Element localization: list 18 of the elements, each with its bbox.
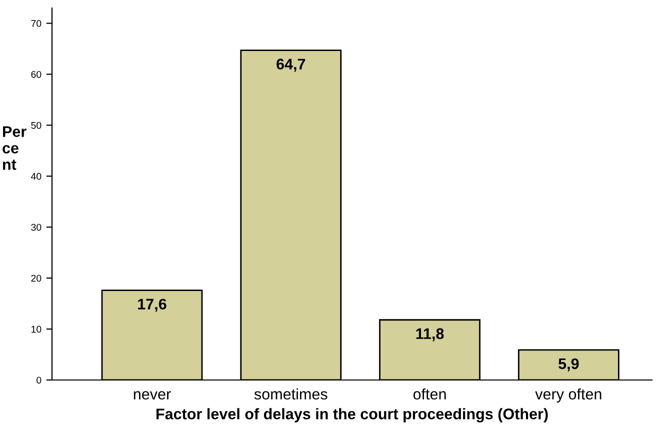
data-label: 17,6 [138,298,166,312]
x-tick-label: never [134,391,171,400]
data-label: 64,7 [276,58,306,72]
y-tick-label: 40 [30,172,42,180]
y-tick-label: 60 [31,70,42,78]
y-tick-label: 30 [31,224,42,231]
y-tick-label: 0 [36,376,42,384]
y-tick-label: 20 [31,274,42,282]
x-tick-label: often [413,388,446,400]
x-tick-label: sometimes [254,388,328,400]
y-tick-label: 10 [32,326,42,333]
data-label: 5,9 [558,358,579,372]
y-tick-label: 70 [31,20,42,27]
y-axis-title: Per ce nt [2,126,26,170]
x-axis-title: Factor level of delays in the court proceedings (Other) [156,408,548,422]
x-tick-label: very often [535,388,602,403]
y-tick-label: 50 [31,122,42,129]
data-label: 11,8 [416,328,444,342]
